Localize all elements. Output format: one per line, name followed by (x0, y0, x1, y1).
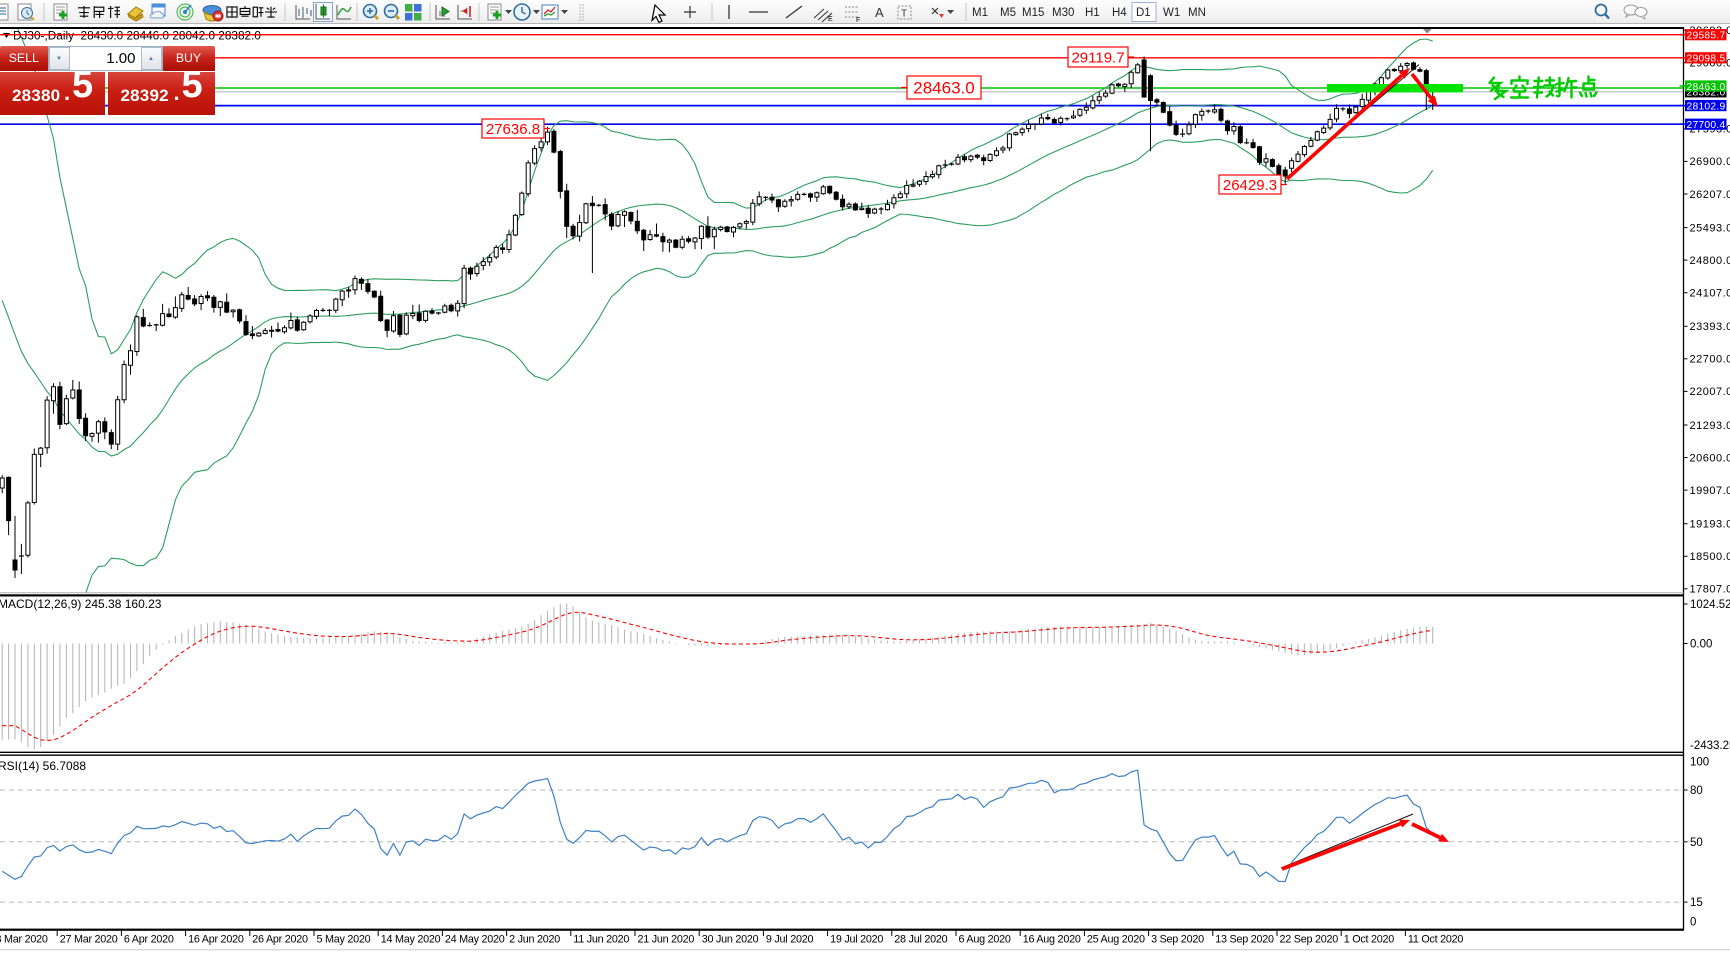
svg-text:15: 15 (1690, 897, 1703, 909)
svg-text:11 Oct 2020: 11 Oct 2020 (1408, 934, 1464, 946)
svg-text:25 Aug 2020: 25 Aug 2020 (1087, 934, 1145, 946)
svg-text:F: F (856, 17, 860, 24)
svg-text:20600.0: 20600.0 (1690, 452, 1730, 464)
svg-text:28463.0: 28463.0 (913, 79, 974, 98)
svg-text:14 May 2020: 14 May 2020 (381, 934, 441, 946)
svg-text:30 Jun 2020: 30 Jun 2020 (702, 934, 759, 946)
svg-text:25493.0: 25493.0 (1690, 222, 1730, 234)
svg-text:2 Jun 2020: 2 Jun 2020 (509, 934, 560, 946)
svg-text:MN: MN (1188, 7, 1206, 19)
svg-text:21293.0: 21293.0 (1690, 420, 1730, 432)
svg-text:9 Jul 2020: 9 Jul 2020 (766, 934, 814, 946)
svg-text:0.00: 0.00 (1690, 639, 1712, 651)
svg-text:22007.0: 22007.0 (1690, 386, 1730, 398)
svg-text:M30: M30 (1052, 7, 1074, 19)
svg-text:T: T (901, 9, 907, 20)
svg-text:3 Sep 2020: 3 Sep 2020 (1151, 934, 1204, 946)
svg-text:MACD(12,26,9) 245.38 160.23: MACD(12,26,9) 245.38 160.23 (0, 597, 162, 611)
svg-text:80: 80 (1690, 785, 1703, 797)
svg-text:6 Aug 2020: 6 Aug 2020 (959, 934, 1011, 946)
svg-text:0: 0 (1690, 917, 1696, 929)
svg-text:29098.5: 29098.5 (1687, 54, 1726, 65)
svg-text:DJ30-,Daily 28430.0 28446.0 2: DJ30-,Daily 28430.0 28446.0 28042.0 2838… (13, 29, 261, 43)
svg-text:5 May 2020: 5 May 2020 (317, 934, 371, 946)
svg-text:RSI(14) 56.7088: RSI(14) 56.7088 (0, 759, 86, 773)
svg-text:28463.0: 28463.0 (1687, 82, 1726, 93)
svg-text:50: 50 (1690, 837, 1703, 849)
svg-text:W1: W1 (1163, 7, 1180, 19)
svg-text:M5: M5 (1000, 7, 1016, 19)
svg-text:24107.0: 24107.0 (1690, 288, 1730, 300)
svg-text:29585.7: 29585.7 (1687, 31, 1726, 42)
svg-text:6 Apr 2020: 6 Apr 2020 (124, 934, 174, 946)
svg-text:27700.4: 27700.4 (1687, 120, 1726, 131)
svg-text:16 Aug 2020: 16 Aug 2020 (1023, 934, 1081, 946)
svg-text:21 Jun 2020: 21 Jun 2020 (638, 934, 695, 946)
svg-text:H1: H1 (1085, 7, 1100, 19)
svg-text:27636.8: 27636.8 (486, 121, 540, 138)
svg-text:H4: H4 (1112, 7, 1127, 19)
svg-text:17807.0: 17807.0 (1690, 584, 1730, 596)
svg-text:100: 100 (1690, 757, 1709, 769)
svg-text:28 Jul 2020: 28 Jul 2020 (894, 934, 947, 946)
svg-text:19 Jul 2020: 19 Jul 2020 (830, 934, 883, 946)
svg-text:19193.0: 19193.0 (1690, 519, 1730, 531)
svg-text:18500.0: 18500.0 (1690, 551, 1730, 563)
svg-text:M15: M15 (1022, 7, 1044, 19)
svg-text:26900.0: 26900.0 (1690, 156, 1730, 168)
svg-text:26207.0: 26207.0 (1690, 189, 1730, 201)
svg-text:8 Mar 2020: 8 Mar 2020 (0, 934, 48, 946)
svg-text:27 Mar 2020: 27 Mar 2020 (60, 934, 118, 946)
svg-text:26429.3: 26429.3 (1223, 177, 1277, 194)
svg-text:D1: D1 (1136, 7, 1151, 19)
svg-text:22 Sep 2020: 22 Sep 2020 (1280, 934, 1339, 946)
svg-text:24800.0: 24800.0 (1690, 255, 1730, 267)
svg-text:1 Oct 2020: 1 Oct 2020 (1344, 934, 1395, 946)
svg-text:E: E (828, 16, 833, 23)
svg-text:11 Jun 2020: 11 Jun 2020 (573, 934, 629, 946)
svg-text:A: A (875, 5, 884, 20)
svg-text:26 Apr 2020: 26 Apr 2020 (252, 934, 308, 946)
svg-text:24 May 2020: 24 May 2020 (445, 934, 505, 946)
svg-text:-2433.25: -2433.25 (1690, 740, 1730, 752)
svg-text:23393.0: 23393.0 (1690, 321, 1730, 333)
svg-text:13 Sep 2020: 13 Sep 2020 (1215, 934, 1274, 946)
svg-text:29119.7: 29119.7 (1071, 49, 1124, 66)
svg-text:16 Apr 2020: 16 Apr 2020 (188, 934, 244, 946)
svg-text:M1: M1 (972, 7, 988, 19)
svg-text:28102.9: 28102.9 (1687, 102, 1726, 113)
svg-text:1024.52: 1024.52 (1690, 599, 1730, 611)
svg-text:22700.0: 22700.0 (1690, 354, 1730, 366)
svg-text:19907.0: 19907.0 (1690, 485, 1730, 497)
